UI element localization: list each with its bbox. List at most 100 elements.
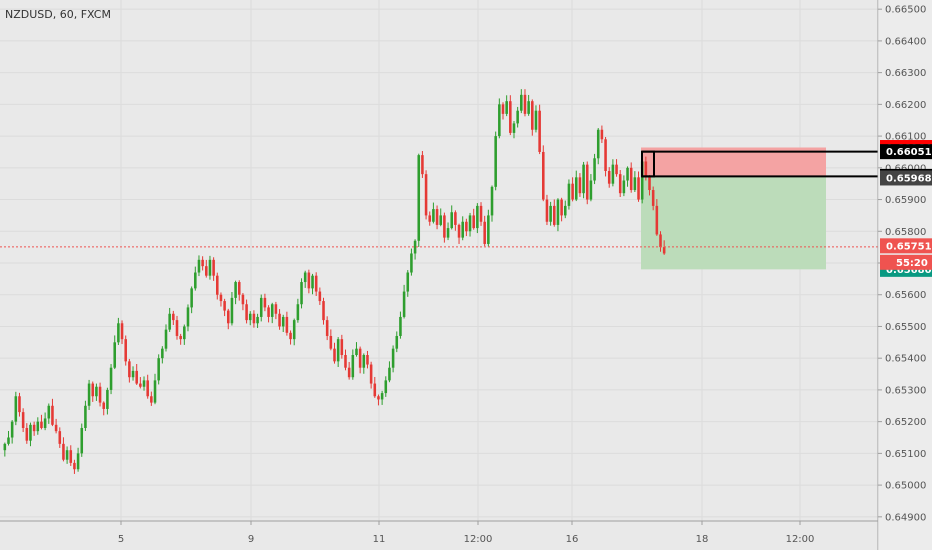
time-tick-label: 18	[696, 534, 709, 545]
take-profit-zone[interactable]	[641, 176, 826, 270]
candle-body	[223, 301, 226, 311]
candle-body	[611, 164, 615, 184]
candle-body	[237, 282, 241, 295]
time-axis-ticks: 5 9 11 12:00 16 18 12:00	[118, 521, 815, 545]
candle-body	[172, 313, 175, 321]
price-tick-label: 0.66200	[885, 100, 926, 111]
candle-body	[18, 396, 21, 413]
candle-body	[640, 161, 644, 200]
price-tick-label: 0.66500	[885, 5, 926, 16]
candle-body	[285, 316, 289, 333]
candle-body	[54, 424, 58, 432]
candle-body	[509, 101, 512, 133]
candle-body	[241, 294, 245, 305]
candle-body	[439, 215, 443, 225]
candle-body	[600, 129, 604, 140]
candle-body	[523, 94, 527, 114]
candle-body	[62, 443, 65, 460]
candle-body	[212, 259, 215, 276]
candle-body	[14, 396, 18, 422]
time-tick-label: 16	[566, 534, 579, 545]
price-tick-label: 0.65500	[885, 322, 926, 333]
candle-body	[322, 301, 325, 321]
price-tick-label: 0.66000	[885, 163, 926, 174]
trade-zone[interactable]	[641, 147, 826, 270]
price-badges: 0.660640.660510.659730.659680.657510.656…	[880, 140, 932, 277]
candle-body	[248, 313, 252, 321]
price-tick-label: 0.65200	[885, 417, 926, 428]
candle-body	[175, 320, 179, 336]
candle-body	[637, 177, 640, 200]
candle-body	[487, 215, 490, 244]
candle-body	[208, 259, 212, 276]
candle-body	[501, 104, 505, 114]
price-tick-label: 0.65000	[885, 481, 926, 492]
candle-body	[424, 174, 428, 216]
candle-body	[325, 320, 329, 336]
candle-body	[289, 332, 292, 340]
price-tick-label: 0.66400	[885, 36, 926, 47]
candle-body	[516, 110, 519, 124]
candle-body	[183, 326, 186, 340]
candle-body	[131, 370, 135, 378]
candle-body	[344, 355, 347, 368]
candle-body	[36, 421, 40, 432]
candle-body	[435, 209, 439, 225]
price-tick-label: 0.64900	[885, 512, 926, 523]
candle-body	[32, 424, 36, 432]
candle-body	[216, 275, 219, 295]
candle-body	[589, 180, 593, 200]
price-tick-label: 0.66100	[885, 132, 926, 143]
candle-body	[259, 297, 263, 317]
candle-body	[355, 348, 358, 356]
candle-body	[593, 158, 596, 181]
time-tick-label: 5	[118, 534, 124, 545]
candle-body	[395, 335, 399, 349]
countdown-label: 55:20	[896, 258, 928, 269]
time-tick-label: 11	[373, 534, 386, 545]
annotation-box[interactable]	[641, 150, 878, 178]
candle-body	[428, 215, 432, 222]
price-tick-label: 0.65800	[885, 227, 926, 238]
candle-body	[545, 199, 549, 222]
candle-body	[270, 304, 274, 317]
candle-body	[377, 396, 380, 400]
candle-body	[69, 450, 73, 463]
candle-body	[168, 313, 171, 330]
candle-body	[465, 221, 468, 232]
candle-body	[472, 215, 475, 229]
candle-body	[278, 313, 281, 327]
candle-body	[582, 164, 585, 194]
candle-body	[84, 405, 87, 428]
candle-body	[267, 307, 270, 317]
candle-body	[629, 167, 633, 191]
candle-body	[476, 205, 479, 229]
candle-body	[186, 307, 190, 327]
price-tick-label: 0.65900	[885, 195, 926, 206]
candle-body	[47, 405, 51, 419]
candle-body	[662, 247, 666, 254]
time-tick-label: 9	[248, 534, 254, 545]
candle-body	[117, 323, 120, 343]
candle-body	[578, 177, 582, 194]
price-badge	[880, 144, 932, 160]
candle-body	[58, 431, 62, 444]
candle-body	[538, 110, 541, 152]
candle-body	[373, 383, 377, 397]
candle-body	[494, 136, 497, 187]
candle-body	[296, 304, 300, 321]
candle-body	[113, 342, 117, 368]
candle-body	[585, 164, 589, 200]
candle-body	[124, 339, 127, 362]
candle-body	[197, 259, 201, 273]
candle-body	[347, 367, 351, 378]
candle-body	[3, 443, 7, 451]
candle-body	[109, 367, 113, 390]
candle-body	[10, 421, 14, 438]
candle-body	[574, 177, 578, 200]
time-tick-label: 12:00	[786, 534, 815, 545]
candle-body	[369, 364, 373, 384]
candle-body	[157, 358, 160, 381]
candle-body	[340, 339, 344, 356]
candle-body	[563, 205, 567, 216]
